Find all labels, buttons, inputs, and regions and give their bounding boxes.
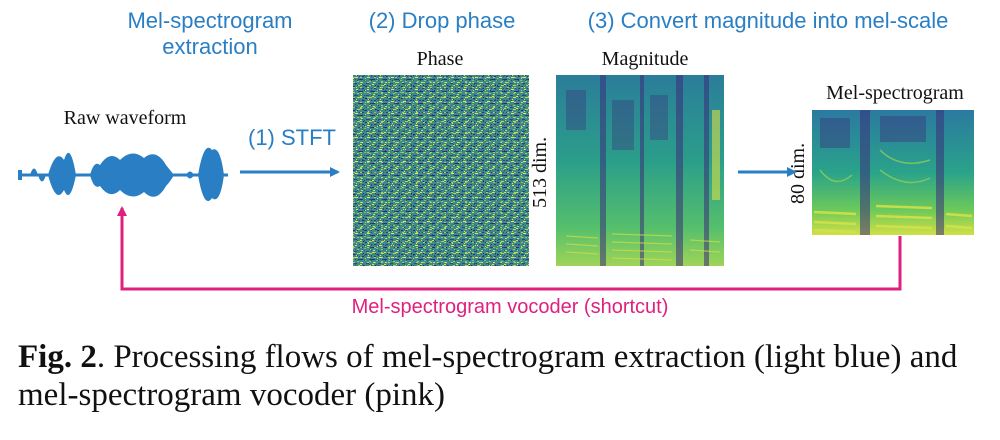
magnitude-label: Magnitude [601,48,689,70]
figure-caption: Fig. 2. Processing flows of mel-spectrog… [18,338,983,414]
vocoder-path [117,206,902,291]
convert-mel-label: (3) Convert magnitude into mel-scale [587,8,949,33]
figure-number: Fig. 2 [18,339,97,375]
mel-spectrogram-label: Mel-spectrogram [826,82,964,104]
magnitude-image [556,75,724,266]
raw-waveform-label: Raw waveform [63,107,187,129]
phase-image [353,75,529,266]
caption-text: . Processing flows of mel-spectrogram ex… [18,339,958,413]
waveform-icon [18,147,228,202]
vocoder-label: Mel-spectrogram vocoder (shortcut) [351,296,669,318]
phase-label: Phase [416,48,464,70]
mel-spectrogram-image [812,110,974,235]
drop-phase-label: (2) Drop phase [368,8,516,33]
stft-label: (1) STFT [248,125,336,150]
extraction-title: Mel-spectrogram extraction [127,8,293,59]
